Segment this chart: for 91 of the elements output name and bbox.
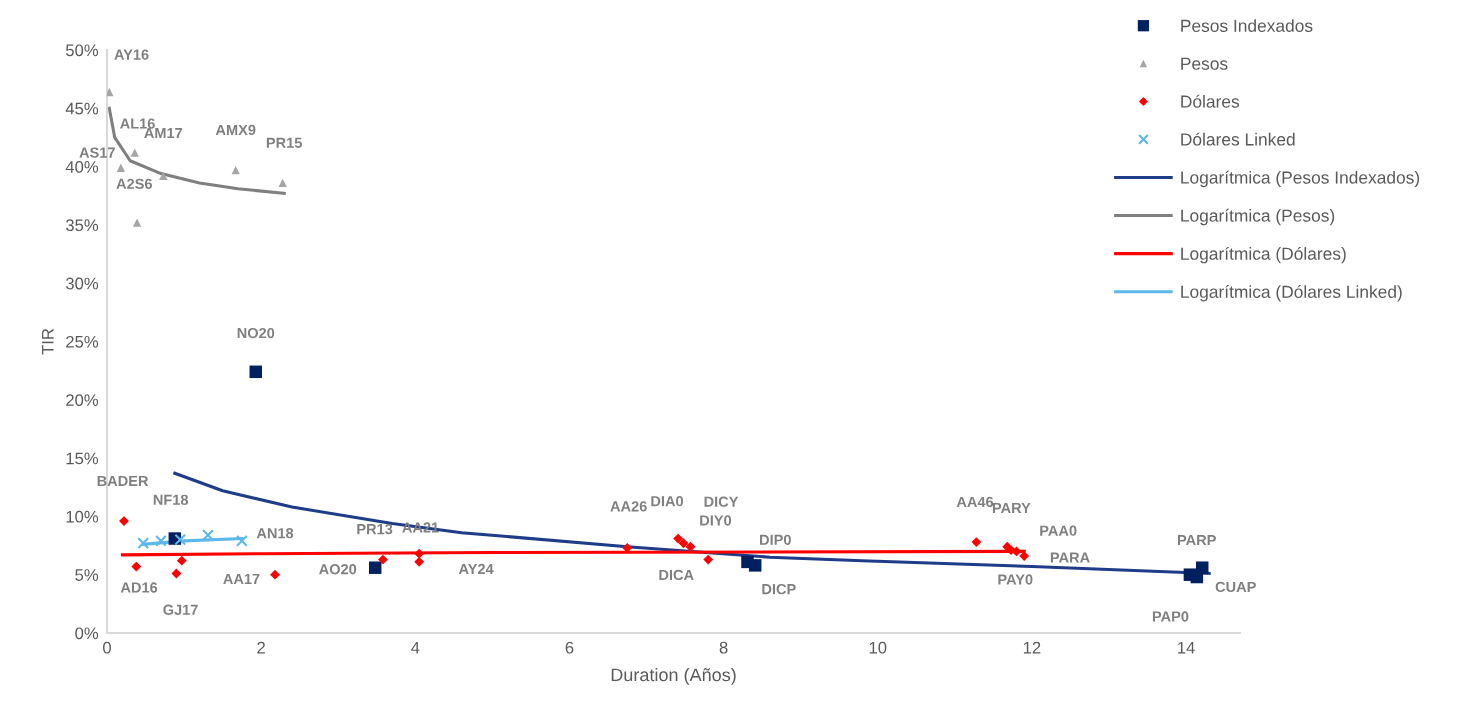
x-tick-label: 12 bbox=[1023, 641, 1041, 654]
annotation: DICA bbox=[659, 569, 694, 581]
legend-label: Dólares bbox=[1181, 94, 1240, 108]
point bbox=[971, 537, 982, 547]
annotation: AY24 bbox=[458, 563, 494, 574]
point bbox=[368, 561, 382, 574]
annotation: PAP0 bbox=[1152, 611, 1189, 622]
annotation: AD16 bbox=[120, 582, 158, 593]
annotation: NO20 bbox=[237, 327, 275, 339]
point bbox=[132, 218, 142, 227]
y-tick-label: 25% bbox=[66, 335, 99, 348]
point bbox=[231, 165, 240, 175]
point bbox=[270, 569, 280, 580]
point bbox=[278, 178, 287, 188]
annotation: DICY bbox=[704, 496, 739, 507]
annotation: PR13 bbox=[357, 523, 393, 535]
point bbox=[703, 554, 714, 565]
y-axis-title: TIR bbox=[42, 328, 54, 355]
annotation: GJ17 bbox=[163, 604, 198, 615]
x-axis-title: Duration (Años) bbox=[611, 667, 736, 685]
annotation: NF18 bbox=[153, 494, 189, 505]
annotation: PR15 bbox=[266, 137, 302, 148]
legend-label: Logarítmica (Pesos Indexados) bbox=[1181, 170, 1420, 188]
annotation: AM17 bbox=[144, 128, 183, 139]
annotation: DIA0 bbox=[651, 496, 684, 507]
annotation: AA46 bbox=[956, 496, 994, 508]
point bbox=[131, 561, 142, 572]
point bbox=[1019, 551, 1030, 561]
annotation: AMX9 bbox=[215, 124, 256, 136]
point bbox=[414, 556, 425, 567]
y-tick-label: 45% bbox=[65, 102, 99, 115]
annotation: PARP bbox=[1177, 535, 1216, 546]
point bbox=[176, 555, 187, 566]
point bbox=[174, 533, 187, 546]
x-tick-label: 0 bbox=[103, 641, 111, 654]
annotation: PAA0 bbox=[1040, 525, 1077, 536]
point bbox=[171, 568, 182, 579]
annotation: AL16 bbox=[120, 118, 155, 129]
annotation: AO20 bbox=[319, 564, 357, 575]
point bbox=[673, 533, 684, 544]
y-tick-label: 30% bbox=[65, 277, 99, 290]
annotation: DIY0 bbox=[700, 515, 732, 526]
x-tick-label: 8 bbox=[719, 641, 728, 654]
point bbox=[159, 171, 168, 181]
point bbox=[685, 541, 696, 552]
x-tick-label: 4 bbox=[411, 641, 420, 654]
annotation: DICP bbox=[762, 583, 796, 595]
point bbox=[235, 534, 248, 547]
point bbox=[130, 148, 139, 157]
annotation: PAY0 bbox=[998, 574, 1033, 585]
point bbox=[116, 163, 126, 172]
point bbox=[155, 534, 167, 547]
annotation: AA17 bbox=[223, 573, 260, 584]
point bbox=[1195, 561, 1209, 574]
annotation: AN18 bbox=[256, 528, 294, 539]
legend-label: Logarítmica (Pesos) bbox=[1181, 208, 1335, 226]
x-tick-label: 2 bbox=[257, 641, 265, 654]
point bbox=[137, 537, 150, 550]
x-tick-label: 6 bbox=[565, 641, 574, 654]
point bbox=[678, 538, 689, 549]
annotation: AS17 bbox=[79, 147, 115, 158]
y-tick-label: 50% bbox=[65, 44, 99, 57]
x-tick-label: 10 bbox=[869, 641, 887, 654]
point bbox=[414, 548, 425, 559]
legend-label: Logarítmica (Dólares) bbox=[1181, 246, 1346, 264]
y-tick-label: 40% bbox=[65, 161, 99, 173]
annotation: AA21 bbox=[402, 522, 439, 533]
legend-label: Dólares Linked bbox=[1181, 132, 1295, 146]
annotation: AY16 bbox=[114, 49, 149, 60]
point bbox=[249, 365, 262, 379]
y-tick-label: 15% bbox=[66, 452, 99, 465]
y-tick-label: 5% bbox=[75, 569, 99, 581]
legend-label: Pesos Indexados bbox=[1181, 19, 1313, 32]
point bbox=[378, 554, 388, 565]
annotation: AA26 bbox=[610, 501, 647, 512]
legend-label: Logarítmica (Dólares Linked) bbox=[1181, 285, 1402, 302]
annotation: DIP0 bbox=[760, 534, 791, 545]
y-tick-label: 0% bbox=[75, 627, 99, 640]
point bbox=[119, 516, 129, 526]
annotation: BADER bbox=[97, 475, 149, 486]
y-tick-label: 20% bbox=[66, 394, 99, 406]
y-tick-label: 35% bbox=[65, 219, 99, 232]
annotation: PARA bbox=[1050, 552, 1090, 563]
legend-label: Pesos bbox=[1181, 57, 1228, 70]
x-tick-label: 14 bbox=[1178, 641, 1195, 654]
annotation: PARY bbox=[992, 502, 1031, 513]
annotation: CUAP bbox=[1215, 581, 1256, 593]
point bbox=[748, 559, 762, 572]
point bbox=[107, 87, 114, 97]
y-tick-label: 10% bbox=[66, 510, 99, 523]
annotation: A2S6 bbox=[116, 178, 152, 189]
